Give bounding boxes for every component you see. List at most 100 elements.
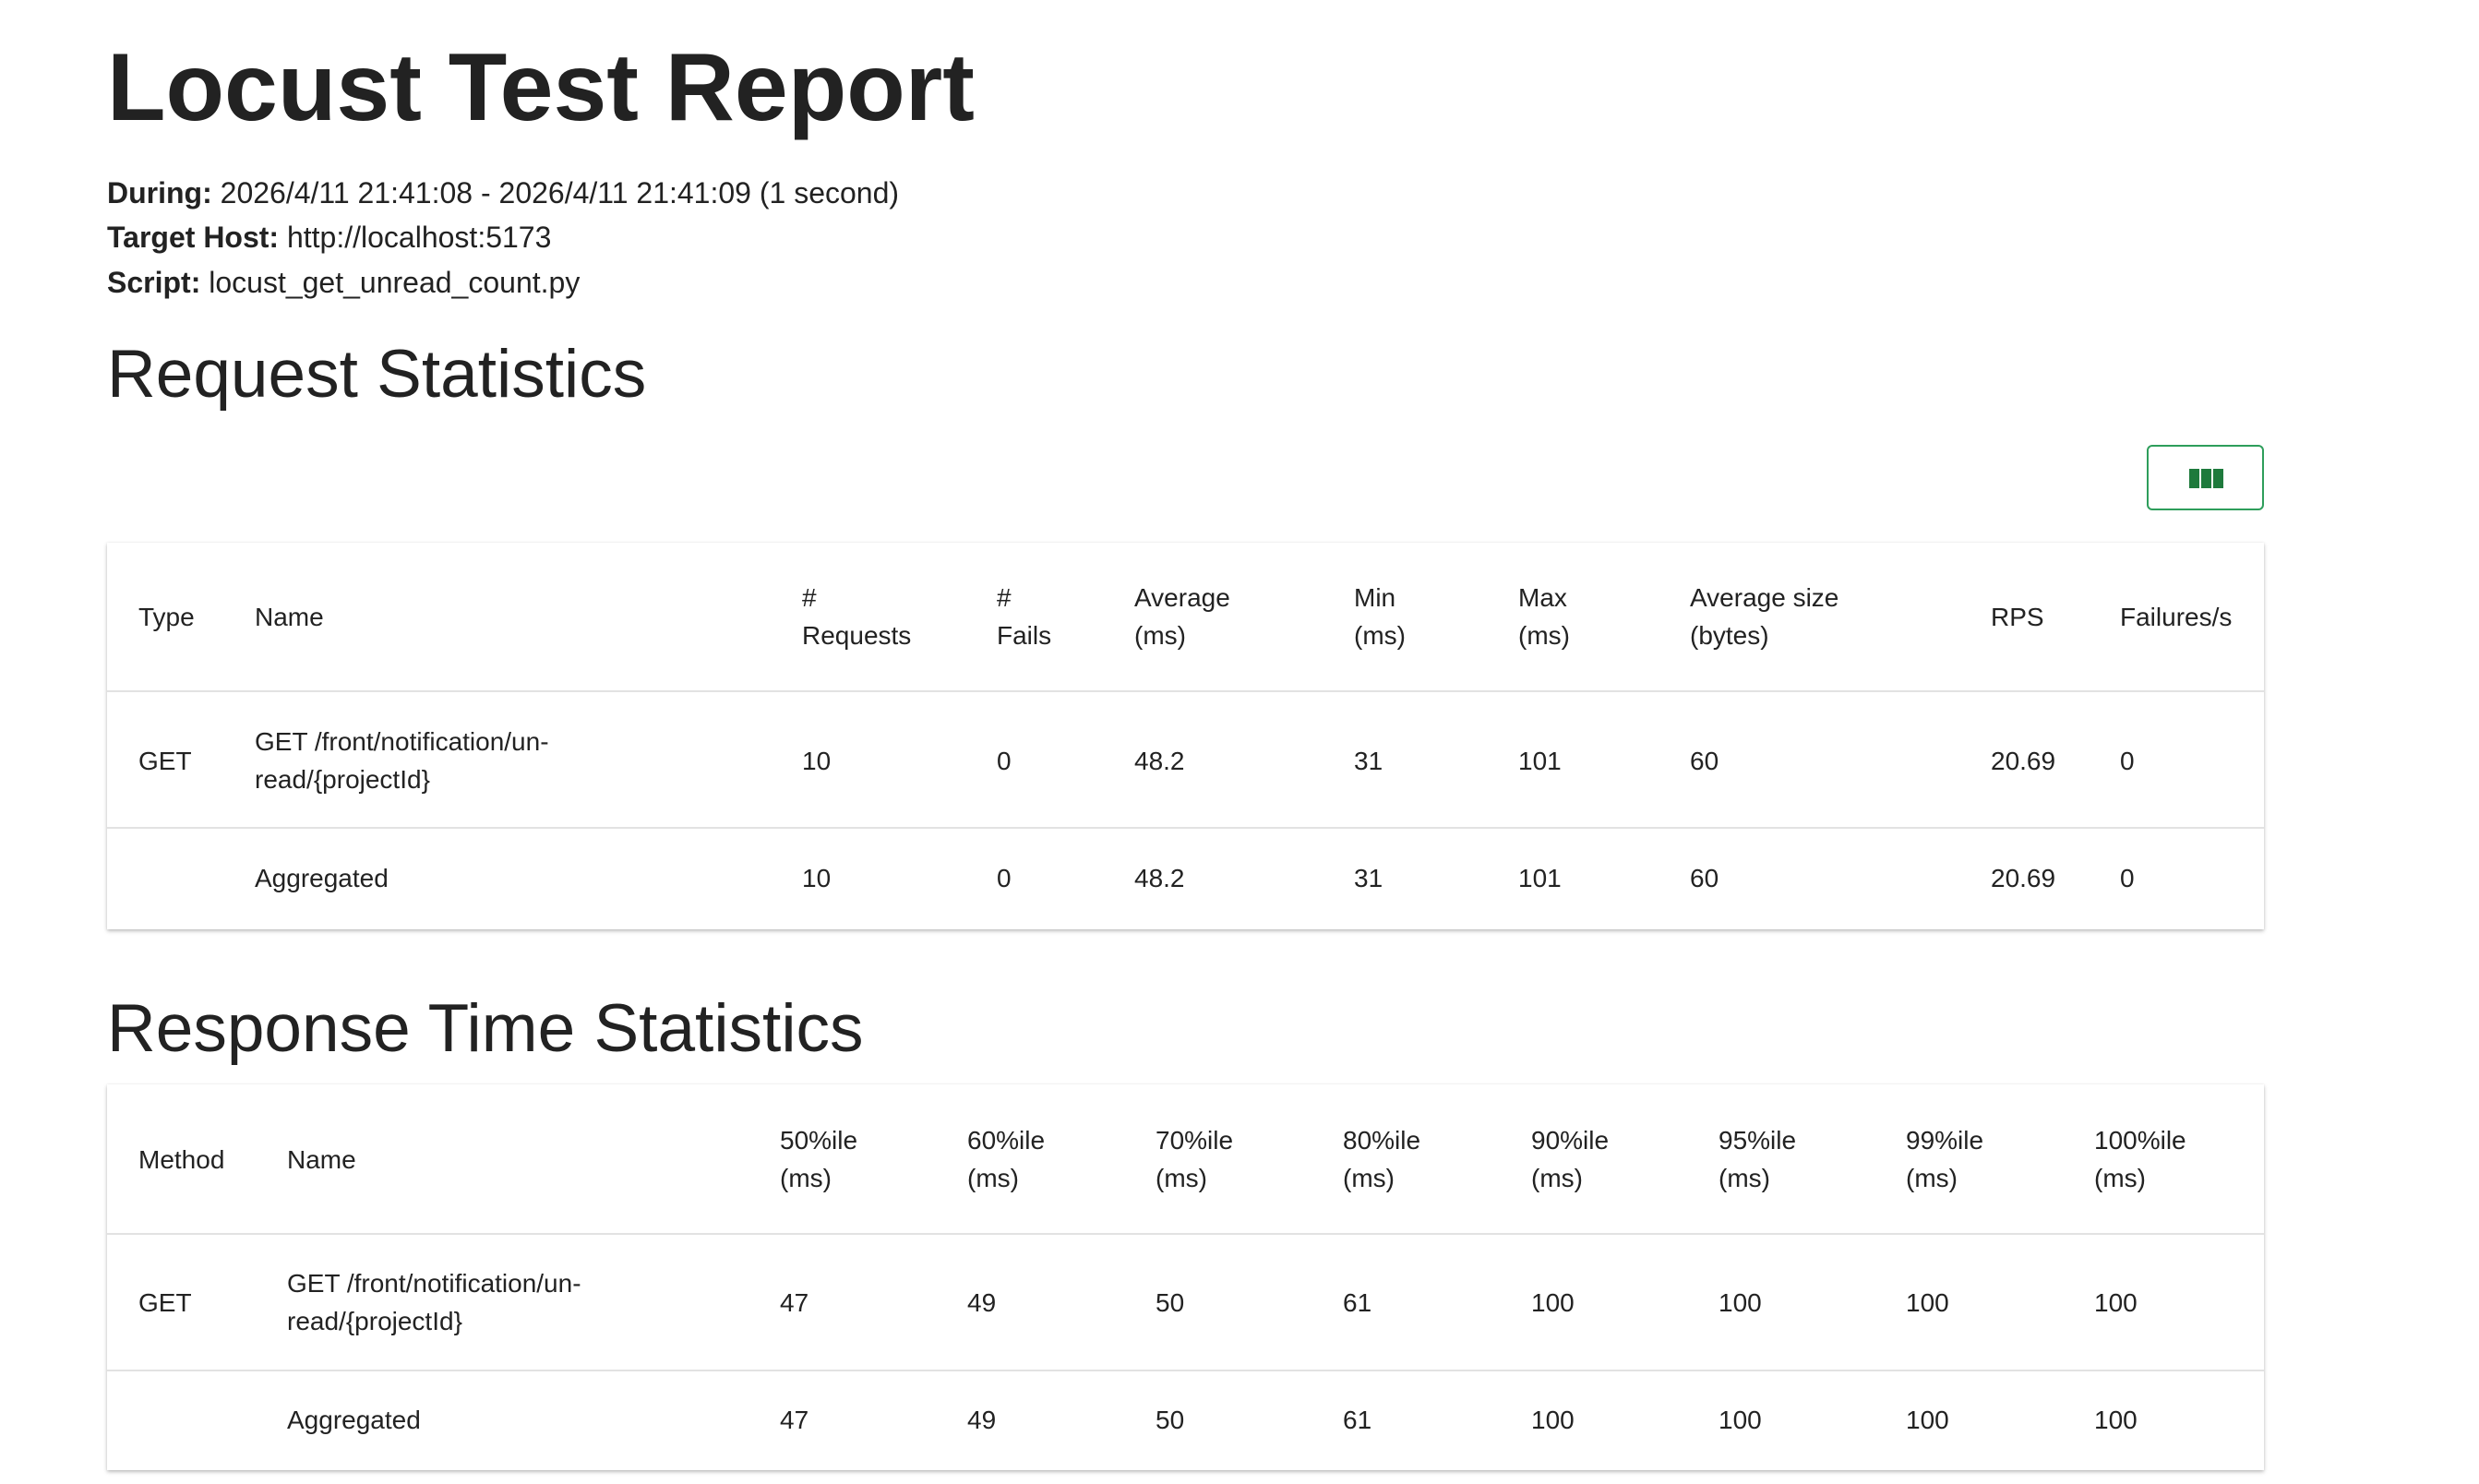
report-title: Locust Test Report (107, 34, 975, 141)
cell-line: Type (138, 602, 195, 631)
cell-line: 100 (1719, 1287, 1762, 1317)
table-cell: 48.2 (1134, 742, 1185, 780)
table-cell: 60 (1690, 742, 1719, 780)
info-line: Script: locust_get_unread_count.py (107, 264, 580, 301)
cell-line: (ms) (2094, 1164, 2146, 1192)
table-cell: # Requests (802, 579, 911, 654)
cell-line: 50%ile (780, 1126, 858, 1155)
cell-line: 20.69 (1991, 863, 2056, 892)
cell-line: 48.2 (1134, 746, 1185, 775)
info-line: During: 2026/4/11 21:41:08 - 2026/4/11 2… (107, 174, 899, 211)
info-value: 2026/4/11 21:41:08 - 2026/4/11 21:41:09 … (220, 176, 900, 209)
section-title: Response Time Statistics (107, 991, 864, 1066)
table-cell: 0 (997, 859, 1012, 897)
table-cell: 100 (1719, 1284, 1762, 1322)
table-cell: Type (138, 598, 195, 636)
cell-line: 100 (2094, 1287, 2138, 1317)
cell-line: Method (138, 1144, 225, 1174)
cell-line: read/{projectId} (255, 765, 430, 794)
cell-line: 100 (1906, 1405, 1949, 1434)
table-cell: Aggregated (287, 1401, 421, 1439)
table-cell: 100%ile (ms) (2094, 1121, 2186, 1197)
cell-line: 49 (967, 1287, 997, 1317)
table-cell: 100 (1719, 1401, 1762, 1439)
cell-line: 60 (1690, 863, 1719, 892)
cell-line: RPS (1991, 602, 2044, 631)
cell-line: 90%ile (1531, 1126, 1610, 1155)
cell-line: 47 (780, 1287, 809, 1317)
row-divider (107, 1233, 2264, 1235)
table-cell: 100 (2094, 1284, 2138, 1322)
cell-line: Requests (802, 621, 912, 650)
cell-line: Aggregated (287, 1405, 421, 1434)
cell-line: (ms) (1156, 1164, 1207, 1192)
table-cell: 60 (1690, 859, 1719, 897)
cell-line: (ms) (1719, 1164, 1770, 1192)
column-toggle-button[interactable] (2147, 445, 2264, 510)
cell-line: 0 (997, 746, 1012, 775)
cell-line: 61 (1343, 1287, 1372, 1317)
table-cell: 80%ile (ms) (1343, 1121, 1420, 1197)
table-cell: 20.69 (1991, 742, 2055, 780)
cell-line: 0 (2120, 746, 2135, 775)
cell-line: 95%ile (1719, 1126, 1797, 1155)
info-value: http://localhost:5173 (286, 221, 552, 254)
table-cell: 0 (997, 742, 1012, 780)
cell-line: (ms) (1343, 1164, 1395, 1192)
cell-line: 47 (780, 1405, 809, 1434)
table-cell: 49 (967, 1284, 996, 1322)
cell-line: 100 (2094, 1405, 2138, 1434)
cell-line: Name (287, 1144, 356, 1174)
cell-line: 31 (1354, 746, 1383, 775)
table-cell: 101 (1518, 742, 1562, 780)
cell-line: Aggregated (255, 863, 389, 892)
cell-line: (ms) (780, 1164, 832, 1192)
info-label: During: (107, 176, 212, 209)
cell-line: 48.2 (1134, 863, 1185, 892)
table-cell: RPS (1991, 598, 2044, 636)
table-cell: 0 (2120, 742, 2135, 780)
cell-line: 49 (967, 1405, 997, 1434)
table-cell: Failures/s (2120, 598, 2232, 636)
cell-line: Average (1134, 583, 1230, 612)
cell-line: (ms) (967, 1164, 1019, 1192)
cell-line: Fails (997, 621, 1052, 650)
cell-line: 100 (1531, 1287, 1575, 1317)
info-label: Script: (107, 266, 201, 299)
info-value: locust_get_unread_count.py (209, 266, 581, 299)
cell-line: 0 (2120, 863, 2135, 892)
cell-line: Name (255, 602, 324, 631)
table-cell: 100 (1906, 1401, 1949, 1439)
table-cell: GET (138, 1284, 192, 1322)
cell-line: 20.69 (1991, 746, 2056, 775)
info-label: Target Host: (107, 221, 280, 254)
table-cell: 90%ile (ms) (1531, 1121, 1609, 1197)
table-cell: 20.69 (1991, 859, 2055, 897)
cell-line: (ms) (1354, 621, 1406, 650)
table-cell: 31 (1354, 742, 1383, 780)
table-cell: Min (ms) (1354, 579, 1406, 654)
table-cell: 61 (1343, 1284, 1371, 1322)
cell-line: 31 (1354, 863, 1383, 892)
table-cell: 50 (1156, 1284, 1184, 1322)
cell-line: Max (1518, 583, 1567, 612)
row-divider (107, 827, 2264, 829)
table-cell: 99%ile (ms) (1906, 1121, 1983, 1197)
cell-line: (ms) (1134, 621, 1186, 650)
table-cell: 47 (780, 1401, 808, 1439)
info-line: Target Host: http://localhost:5173 (107, 219, 551, 256)
table-cell: 70%ile (ms) (1156, 1121, 1233, 1197)
table-cell: 100 (1906, 1284, 1949, 1322)
cell-line: 100 (1906, 1287, 1949, 1317)
cell-line: Failures/s (2120, 602, 2233, 631)
cell-line: 50 (1156, 1405, 1185, 1434)
cell-line: 10 (802, 746, 832, 775)
cell-line: read/{projectId} (287, 1307, 462, 1335)
cell-line: 100 (1719, 1405, 1762, 1434)
response-stats-table: Method Name 50%ile (ms) 60%ile (ms) 70%ile (ms)… (107, 1084, 2264, 1470)
table-cell: 48.2 (1134, 859, 1185, 897)
cell-line: 80%ile (1343, 1126, 1421, 1155)
table-cell: GET /front/notification/un-read/{project… (287, 1264, 581, 1340)
cell-line: 101 (1518, 863, 1562, 892)
table-cell: 61 (1343, 1401, 1371, 1439)
